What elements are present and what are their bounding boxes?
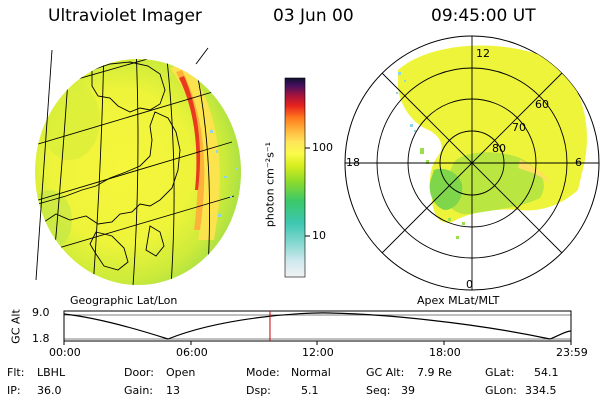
time-label-0600: 06:00 (176, 346, 208, 359)
mlt-label-6: 6 (575, 156, 582, 169)
door-value: Open (166, 366, 196, 379)
ip-label: IP: (7, 384, 21, 397)
gain-value: 13 (166, 384, 180, 397)
image-date: 03 Jun 00 (273, 6, 354, 26)
mlat-label-70: 70 (512, 121, 526, 134)
altitude-plot (63, 310, 572, 345)
dsp-value: 5.1 (301, 384, 319, 397)
altitude-ytick-top: 9.0 (32, 306, 50, 319)
glon-label: GLon: (485, 384, 517, 397)
geographic-image (35, 47, 241, 285)
flt-label: Flt: (7, 366, 25, 379)
geo-panel-caption: Geographic Lat/Lon (70, 294, 178, 307)
time-label-1800: 18:00 (429, 346, 461, 359)
gcalt-value: 7.9 Re (417, 366, 452, 379)
door-label: Door: (124, 366, 154, 379)
time-label-1200: 12:00 (302, 346, 334, 359)
color-scale-bar (284, 77, 310, 278)
mlt-label-12: 12 (476, 47, 490, 60)
mlt-label-18: 18 (346, 156, 360, 169)
glon-value: 334.5 (525, 384, 557, 397)
time-label-0000: 00:00 (49, 346, 81, 359)
altitude-ytick-bottom: 1.8 (32, 332, 50, 345)
colorbar-tick-100: 100 (312, 141, 333, 154)
colorbar-unit-label: photon cm⁻²s⁻¹ (263, 141, 277, 228)
altitude-curve (63, 312, 572, 340)
polar-mlat-mlt-plot (344, 35, 600, 291)
gain-label: Gain: (124, 384, 153, 397)
dsp-label: Dsp: (246, 384, 271, 397)
flt-value: LBHL (37, 366, 66, 379)
mode-value: Normal (291, 366, 331, 379)
glat-value: 54.1 (534, 366, 559, 379)
mlt-label-0: 0 (466, 278, 473, 291)
mode-label: Mode: (246, 366, 280, 379)
seq-label: Seq: (366, 384, 391, 397)
polar-panel-caption: Apex MLat/MLT (417, 294, 500, 307)
ip-value: 36.0 (37, 384, 62, 397)
seq-value: 39 (401, 384, 415, 397)
mlat-label-60: 60 (535, 98, 549, 111)
gcalt-label: GC Alt: (366, 366, 405, 379)
image-time: 09:45:00 UT (431, 6, 536, 26)
altitude-ylabel: GC Alt (9, 309, 23, 344)
instrument-title: Ultraviolet Imager (48, 6, 202, 26)
colorbar-tick-10: 10 (312, 229, 326, 242)
time-label-2359: 23:59 (556, 346, 588, 359)
glat-label: GLat: (485, 366, 515, 379)
mlat-label-80: 80 (492, 142, 506, 155)
